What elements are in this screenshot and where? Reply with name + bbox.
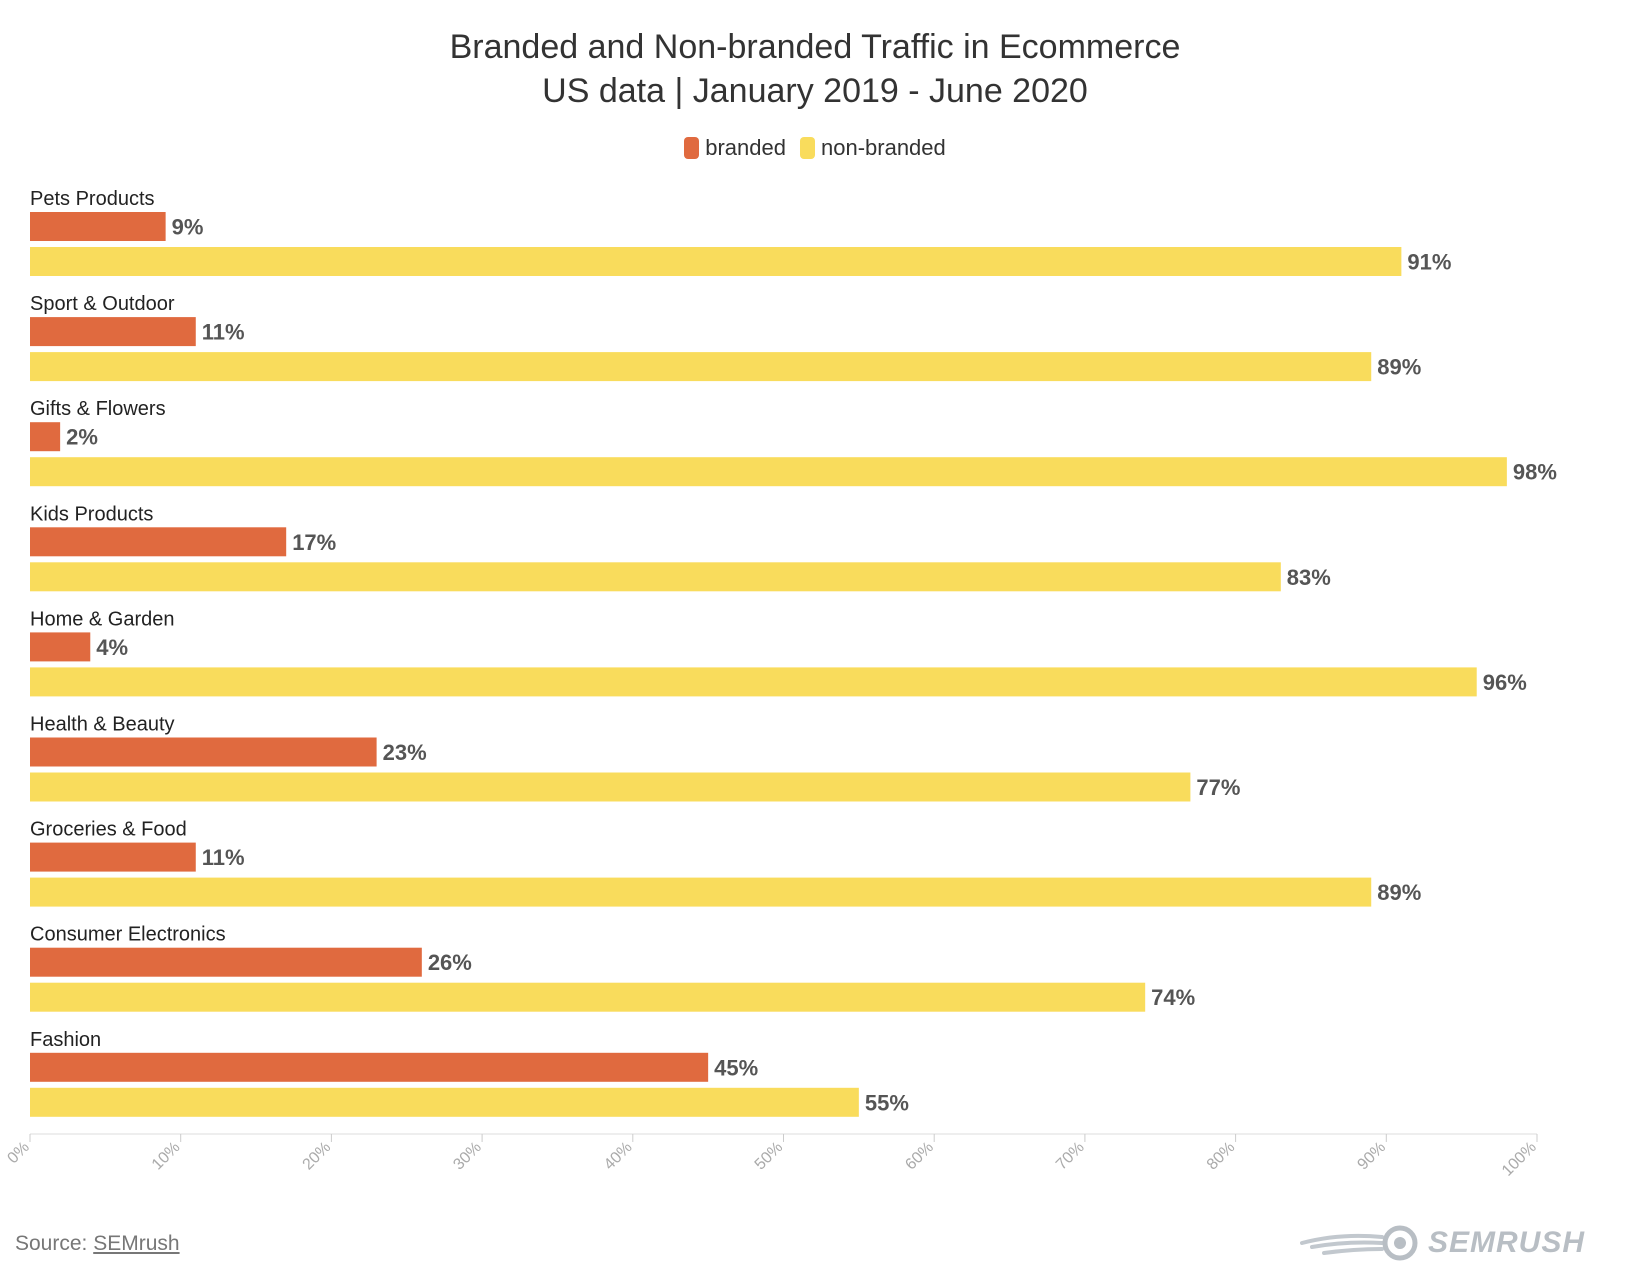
data-label-branded-groceries-and-food: 11%: [202, 845, 245, 870]
bar-branded-home-and-garden: [30, 632, 91, 662]
x-tick-label-3: 30%: [450, 1139, 485, 1174]
source-note: Source: SEMrush: [15, 1232, 180, 1256]
bar-non-branded-kids-products: [30, 562, 1281, 592]
x-tick-label-10: 100%: [1499, 1139, 1540, 1180]
data-label-non-branded-consumer-electronics: 74%: [1151, 985, 1195, 1010]
x-tick-label-6: 60%: [902, 1139, 937, 1174]
bar-non-branded-gifts-and-flowers: [30, 457, 1507, 487]
data-label-branded-gifts-and-flowers: 2%: [66, 425, 98, 450]
data-label-branded-kids-products: 17%: [292, 530, 336, 555]
bar-non-branded-health-and-beauty: [30, 772, 1191, 802]
data-label-branded-sport-and-outdoor: 11%: [202, 320, 245, 345]
legend-label-non-branded: non-branded: [820, 135, 946, 160]
category-label-pets-products: Pets Products: [30, 188, 155, 210]
legend: branded non-branded: [0, 135, 1630, 161]
data-label-branded-fashion: 45%: [714, 1055, 758, 1080]
data-label-branded-health-and-beauty: 23%: [383, 740, 427, 765]
bar-branded-pets-products: [30, 212, 166, 241]
source-prefix: Source:: [15, 1232, 94, 1255]
category-label-consumer-electronics: Consumer Electronics: [30, 924, 226, 946]
bar-non-branded-sport-and-outdoor: [30, 352, 1372, 382]
legend-swatch-non-branded: [799, 137, 815, 159]
chart-subtitle: US data | January 2019 - June 2020: [542, 72, 1088, 110]
data-label-non-branded-home-and-garden: 96%: [1483, 670, 1527, 695]
bar-non-branded-groceries-and-food: [30, 877, 1372, 907]
bar-branded-health-and-beauty: [30, 737, 377, 767]
bar-branded-fashion: [30, 1052, 709, 1082]
bar-non-branded-home-and-garden: [30, 667, 1477, 697]
legend-item-branded[interactable]: branded: [684, 135, 786, 161]
category-label-kids-products: Kids Products: [30, 503, 153, 525]
x-tick-label-8: 80%: [1204, 1139, 1239, 1174]
data-label-non-branded-fashion: 55%: [865, 1090, 909, 1115]
legend-item-non-branded[interactable]: non-branded: [799, 135, 946, 161]
data-label-branded-home-and-garden: 4%: [96, 635, 128, 660]
x-tick-label-4: 40%: [601, 1139, 636, 1174]
bar-branded-gifts-and-flowers: [30, 422, 61, 452]
x-tick-label-9: 90%: [1354, 1139, 1389, 1174]
semrush-logo: SEMRUSH: [1300, 1225, 1585, 1261]
data-label-non-branded-health-and-beauty: 77%: [1196, 775, 1240, 800]
category-label-home-and-garden: Home & Garden: [30, 608, 175, 630]
legend-swatch-branded: [684, 137, 700, 159]
data-label-non-branded-kids-products: 83%: [1287, 565, 1331, 590]
source-link[interactable]: SEMrush: [93, 1232, 180, 1255]
data-label-branded-pets-products: 9%: [172, 215, 204, 240]
bar-non-branded-fashion: [30, 1087, 859, 1117]
x-tick-label-0: 0%: [4, 1139, 32, 1167]
bar-branded-sport-and-outdoor: [30, 317, 196, 347]
bar-branded-consumer-electronics: [30, 947, 422, 977]
x-tick-label-1: 10%: [149, 1139, 184, 1174]
data-label-branded-consumer-electronics: 26%: [428, 950, 472, 975]
category-label-sport-and-outdoor: Sport & Outdoor: [30, 293, 175, 315]
data-label-non-branded-pets-products: 91%: [1407, 250, 1451, 275]
category-label-health-and-beauty: Health & Beauty: [30, 714, 175, 736]
x-tick-label-2: 20%: [300, 1139, 335, 1174]
category-label-groceries-and-food: Groceries & Food: [30, 819, 187, 841]
bar-non-branded-pets-products: [30, 247, 1402, 276]
category-label-fashion: Fashion: [30, 1029, 101, 1051]
legend-label-branded: branded: [705, 135, 786, 160]
data-label-non-branded-gifts-and-flowers: 98%: [1513, 460, 1557, 485]
x-tick-label-5: 50%: [752, 1139, 787, 1174]
bar-branded-kids-products: [30, 527, 287, 557]
bar-branded-groceries-and-food: [30, 842, 196, 872]
bar-non-branded-consumer-electronics: [30, 982, 1146, 1012]
data-label-non-branded-sport-and-outdoor: 89%: [1377, 355, 1421, 380]
data-label-non-branded-groceries-and-food: 89%: [1377, 880, 1421, 905]
category-label-gifts-and-flowers: Gifts & Flowers: [30, 398, 166, 420]
fireball-icon: [1300, 1225, 1418, 1261]
x-tick-label-7: 70%: [1053, 1139, 1088, 1174]
chart-title: Branded and Non-branded Traffic in Ecomm…: [449, 28, 1181, 66]
logo-wordmark: SEMRUSH: [1428, 1226, 1586, 1259]
